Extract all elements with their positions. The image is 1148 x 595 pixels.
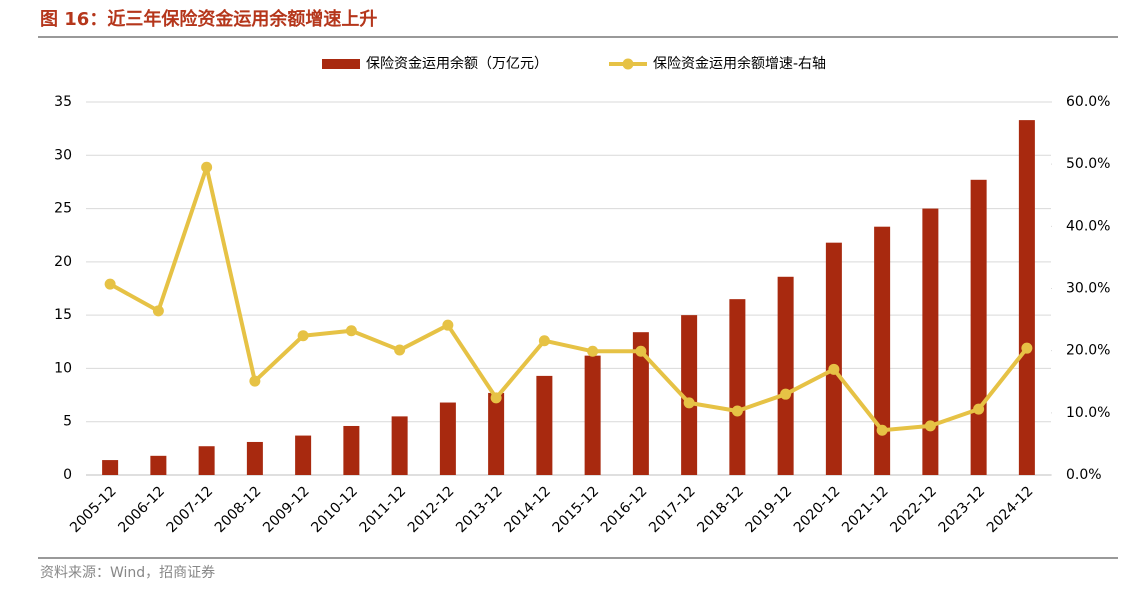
x-tick-label: 2010-12 (308, 483, 361, 536)
legend-swatch (622, 58, 634, 70)
x-tick-label: 2021-12 (839, 483, 892, 536)
line-marker (297, 330, 309, 342)
bar (1018, 120, 1035, 476)
line-marker (635, 345, 647, 357)
x-tick-label: 2011-12 (357, 483, 410, 536)
line-marker (828, 363, 840, 375)
source-note: 资料来源：Wind，招商证券 (40, 565, 215, 581)
x-tick-label: 2008-12 (212, 483, 265, 536)
bar (150, 455, 167, 475)
bar (825, 242, 842, 475)
bar (632, 332, 649, 475)
line-marker (104, 278, 116, 290)
bar (584, 355, 601, 475)
bar (343, 425, 360, 475)
x-tick-label: 2018-12 (694, 483, 747, 536)
line-marker (538, 335, 550, 347)
bar (246, 441, 263, 475)
bar (874, 226, 891, 475)
y2-tick-label: 10.0% (1066, 405, 1110, 421)
line-marker (924, 420, 936, 432)
x-tick-label: 2014-12 (501, 483, 554, 536)
line-marker (731, 405, 743, 417)
line-marker (780, 388, 792, 400)
x-tick-label: 2020-12 (791, 483, 844, 536)
line-marker (1021, 342, 1033, 354)
legend-label: 保险资金运用余额增速-右轴 (653, 55, 826, 72)
y-tick-label: 15 (54, 307, 72, 323)
chart-title: 图 16：近三年保险资金运用余额增速上升 (40, 8, 377, 30)
x-tick-label: 2016-12 (598, 483, 651, 536)
bar (681, 315, 698, 475)
y2-tick-label: 60.0% (1066, 94, 1110, 110)
y-tick-label: 30 (54, 147, 72, 163)
x-tick-label: 2019-12 (743, 483, 796, 536)
bar (295, 435, 312, 475)
line (109, 165, 1029, 433)
x-tick-label: 2023-12 (936, 483, 989, 536)
bar (729, 299, 746, 475)
line-marker (490, 392, 502, 404)
bar (488, 392, 505, 475)
x-tick-label: 2022-12 (887, 483, 940, 536)
line-marker (587, 345, 599, 357)
line-marker (876, 424, 888, 436)
line-marker (152, 305, 164, 317)
x-tick-label: 2007-12 (164, 483, 217, 536)
bar (777, 276, 794, 475)
bar (970, 179, 987, 475)
bar (922, 208, 939, 476)
bar (198, 446, 215, 475)
y-tick-label: 35 (54, 94, 72, 110)
x-tick-label: 2013-12 (453, 483, 506, 536)
line-marker (973, 403, 985, 415)
line-marker (345, 325, 357, 337)
bar (391, 416, 408, 475)
y2-tick-label: 20.0% (1066, 343, 1110, 359)
line-marker (683, 397, 695, 409)
line-marker (201, 161, 213, 173)
y2-tick-label: 50.0% (1066, 156, 1110, 172)
x-tick-label: 2024-12 (984, 483, 1037, 536)
y-tick-label: 0 (63, 467, 72, 483)
x-tick-label: 2017-12 (646, 483, 699, 536)
bar (102, 460, 119, 475)
y2-tick-label: 30.0% (1066, 281, 1110, 297)
legend-swatch (322, 59, 360, 69)
bar (536, 375, 553, 475)
y-tick-label: 25 (54, 201, 72, 217)
bar (439, 402, 456, 475)
legend-label: 保险资金运用余额（万亿元） (366, 55, 548, 72)
x-tick-label: 2009-12 (260, 483, 313, 536)
y2-tick-label: 0.0% (1066, 467, 1102, 483)
y2-tick-label: 40.0% (1066, 218, 1110, 234)
x-tick-label: 2015-12 (550, 483, 603, 536)
x-tick-label: 2006-12 (115, 483, 168, 536)
x-tick-label: 2005-12 (67, 483, 120, 536)
line-marker (442, 319, 454, 331)
y-tick-label: 5 (63, 414, 72, 430)
line-marker (249, 375, 261, 387)
x-tick-label: 2012-12 (405, 483, 458, 536)
y-tick-label: 20 (54, 254, 72, 270)
line-marker (394, 344, 406, 356)
y-tick-label: 10 (54, 360, 72, 376)
